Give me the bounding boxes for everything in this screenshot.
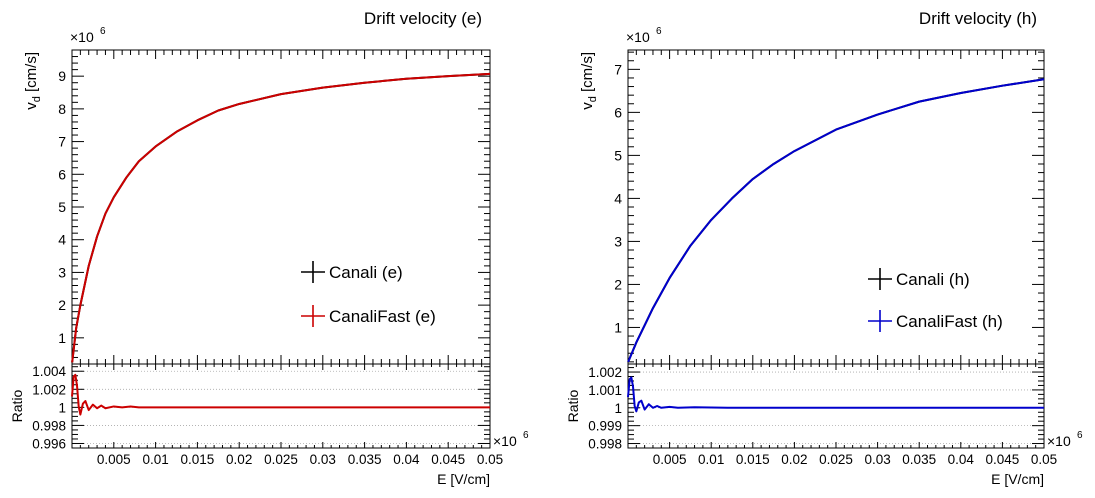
ratio-y-tick-label: 1 <box>58 400 66 415</box>
ratio-line <box>627 376 1044 413</box>
x-tick-label: 0.005 <box>653 452 687 467</box>
legend-entry-canali: Canali (e) <box>329 263 403 282</box>
ratio-y-tick-label: 1.002 <box>32 382 66 397</box>
y-multiplier-exponent: 6 <box>656 26 662 37</box>
legend-entry-canali: Canali (h) <box>896 270 970 289</box>
x-multiplier-label: ×10 <box>1047 433 1071 449</box>
y-tick-label: 7 <box>614 61 622 77</box>
ratio-y-tick-label: 0.999 <box>588 419 622 434</box>
y-tick-label: 5 <box>614 147 622 163</box>
x-axis-label: E [V/cm] <box>991 471 1044 487</box>
ratio-y-tick-label: 1.004 <box>32 364 66 379</box>
y-tick-label: 1 <box>58 330 66 346</box>
x-multiplier-exponent: 6 <box>1077 430 1083 441</box>
x-tick-label: 0.04 <box>393 452 420 467</box>
x-tick-label: 0.015 <box>736 452 770 467</box>
ratio-y-tick-label: 1.001 <box>588 383 622 398</box>
x-tick-label: 0.025 <box>264 452 298 467</box>
y-multiplier-label: ×10 <box>626 29 650 45</box>
ratio-plot-frame <box>627 363 1045 449</box>
ratio-axis-label: Ratio <box>9 389 25 422</box>
x-tick-label: 0.01 <box>142 452 168 467</box>
y-multiplier-label: ×10 <box>70 29 94 45</box>
x-tick-label: 0.03 <box>310 452 336 467</box>
chart-title: Drift velocity (h) <box>919 9 1037 28</box>
ratio-y-tick-label: 0.998 <box>32 418 66 433</box>
ratio-y-tick-label: 0.996 <box>32 436 66 451</box>
y-tick-label: 6 <box>58 166 66 182</box>
x-multiplier-exponent: 6 <box>523 430 529 441</box>
x-tick-label: 0.02 <box>226 452 252 467</box>
y-tick-label: 3 <box>58 264 66 280</box>
chart-panel-electrons: Drift velocity (e) 0.005 0.01 0.015 0.02 0.02… <box>9 9 529 487</box>
y-tick-label: 4 <box>614 190 622 206</box>
x-tick-label: 0.04 <box>948 452 975 467</box>
y-tick-label: 3 <box>614 233 622 249</box>
x-tick-label: 0.03 <box>864 452 890 467</box>
ratio-line <box>71 373 490 416</box>
chart-panel-holes: Drift velocity (h) 0.005 0.01 0.015 0.02 0.02… <box>565 9 1083 487</box>
chart-title: Drift velocity (e) <box>364 9 482 28</box>
x-tick-label: 0.045 <box>986 452 1020 467</box>
y-tick-label: 1 <box>614 319 622 335</box>
x-tick-label: 0.035 <box>902 452 936 467</box>
x-tick-label: 0.05 <box>477 452 503 467</box>
ratio-y-tick-label: 0.998 <box>588 437 622 452</box>
y-axis-label: vd [cm/s] <box>579 52 599 110</box>
x-tick-label: 0.005 <box>97 452 131 467</box>
ratio-y-tick-label: 1 <box>614 401 622 416</box>
series-line-canalifast <box>71 72 491 363</box>
y-tick-label: 9 <box>58 68 66 84</box>
y-tick-label: 8 <box>58 101 66 117</box>
y-tick-label: 5 <box>58 199 66 215</box>
y-tick-label: 2 <box>58 297 66 313</box>
ratio-y-tick-label: 1.002 <box>588 365 622 380</box>
x-multiplier-label: ×10 <box>493 433 517 449</box>
x-tick-label: 0.035 <box>348 452 382 467</box>
y-tick-label: 7 <box>58 134 66 150</box>
x-tick-label: 0.025 <box>819 452 853 467</box>
y-tick-label: 4 <box>58 232 66 248</box>
legend-entry-canalifast: CanaliFast (h) <box>896 312 1003 331</box>
y-tick-label: 6 <box>614 104 622 120</box>
y-tick-label: 2 <box>614 276 622 292</box>
x-tick-label: 0.05 <box>1031 452 1057 467</box>
legend-entry-canalifast: CanaliFast (e) <box>329 307 436 326</box>
x-axis-label: E [V/cm] <box>437 471 490 487</box>
y-multiplier-exponent: 6 <box>100 26 106 37</box>
x-tick-label: 0.015 <box>181 452 215 467</box>
x-tick-label: 0.02 <box>781 452 807 467</box>
ratio-axis-label: Ratio <box>565 389 581 422</box>
x-tick-label: 0.045 <box>431 452 465 467</box>
x-tick-label: 0.01 <box>698 452 724 467</box>
series-line-canalifast <box>627 78 1045 363</box>
y-axis-label: vd [cm/s] <box>23 52 43 110</box>
